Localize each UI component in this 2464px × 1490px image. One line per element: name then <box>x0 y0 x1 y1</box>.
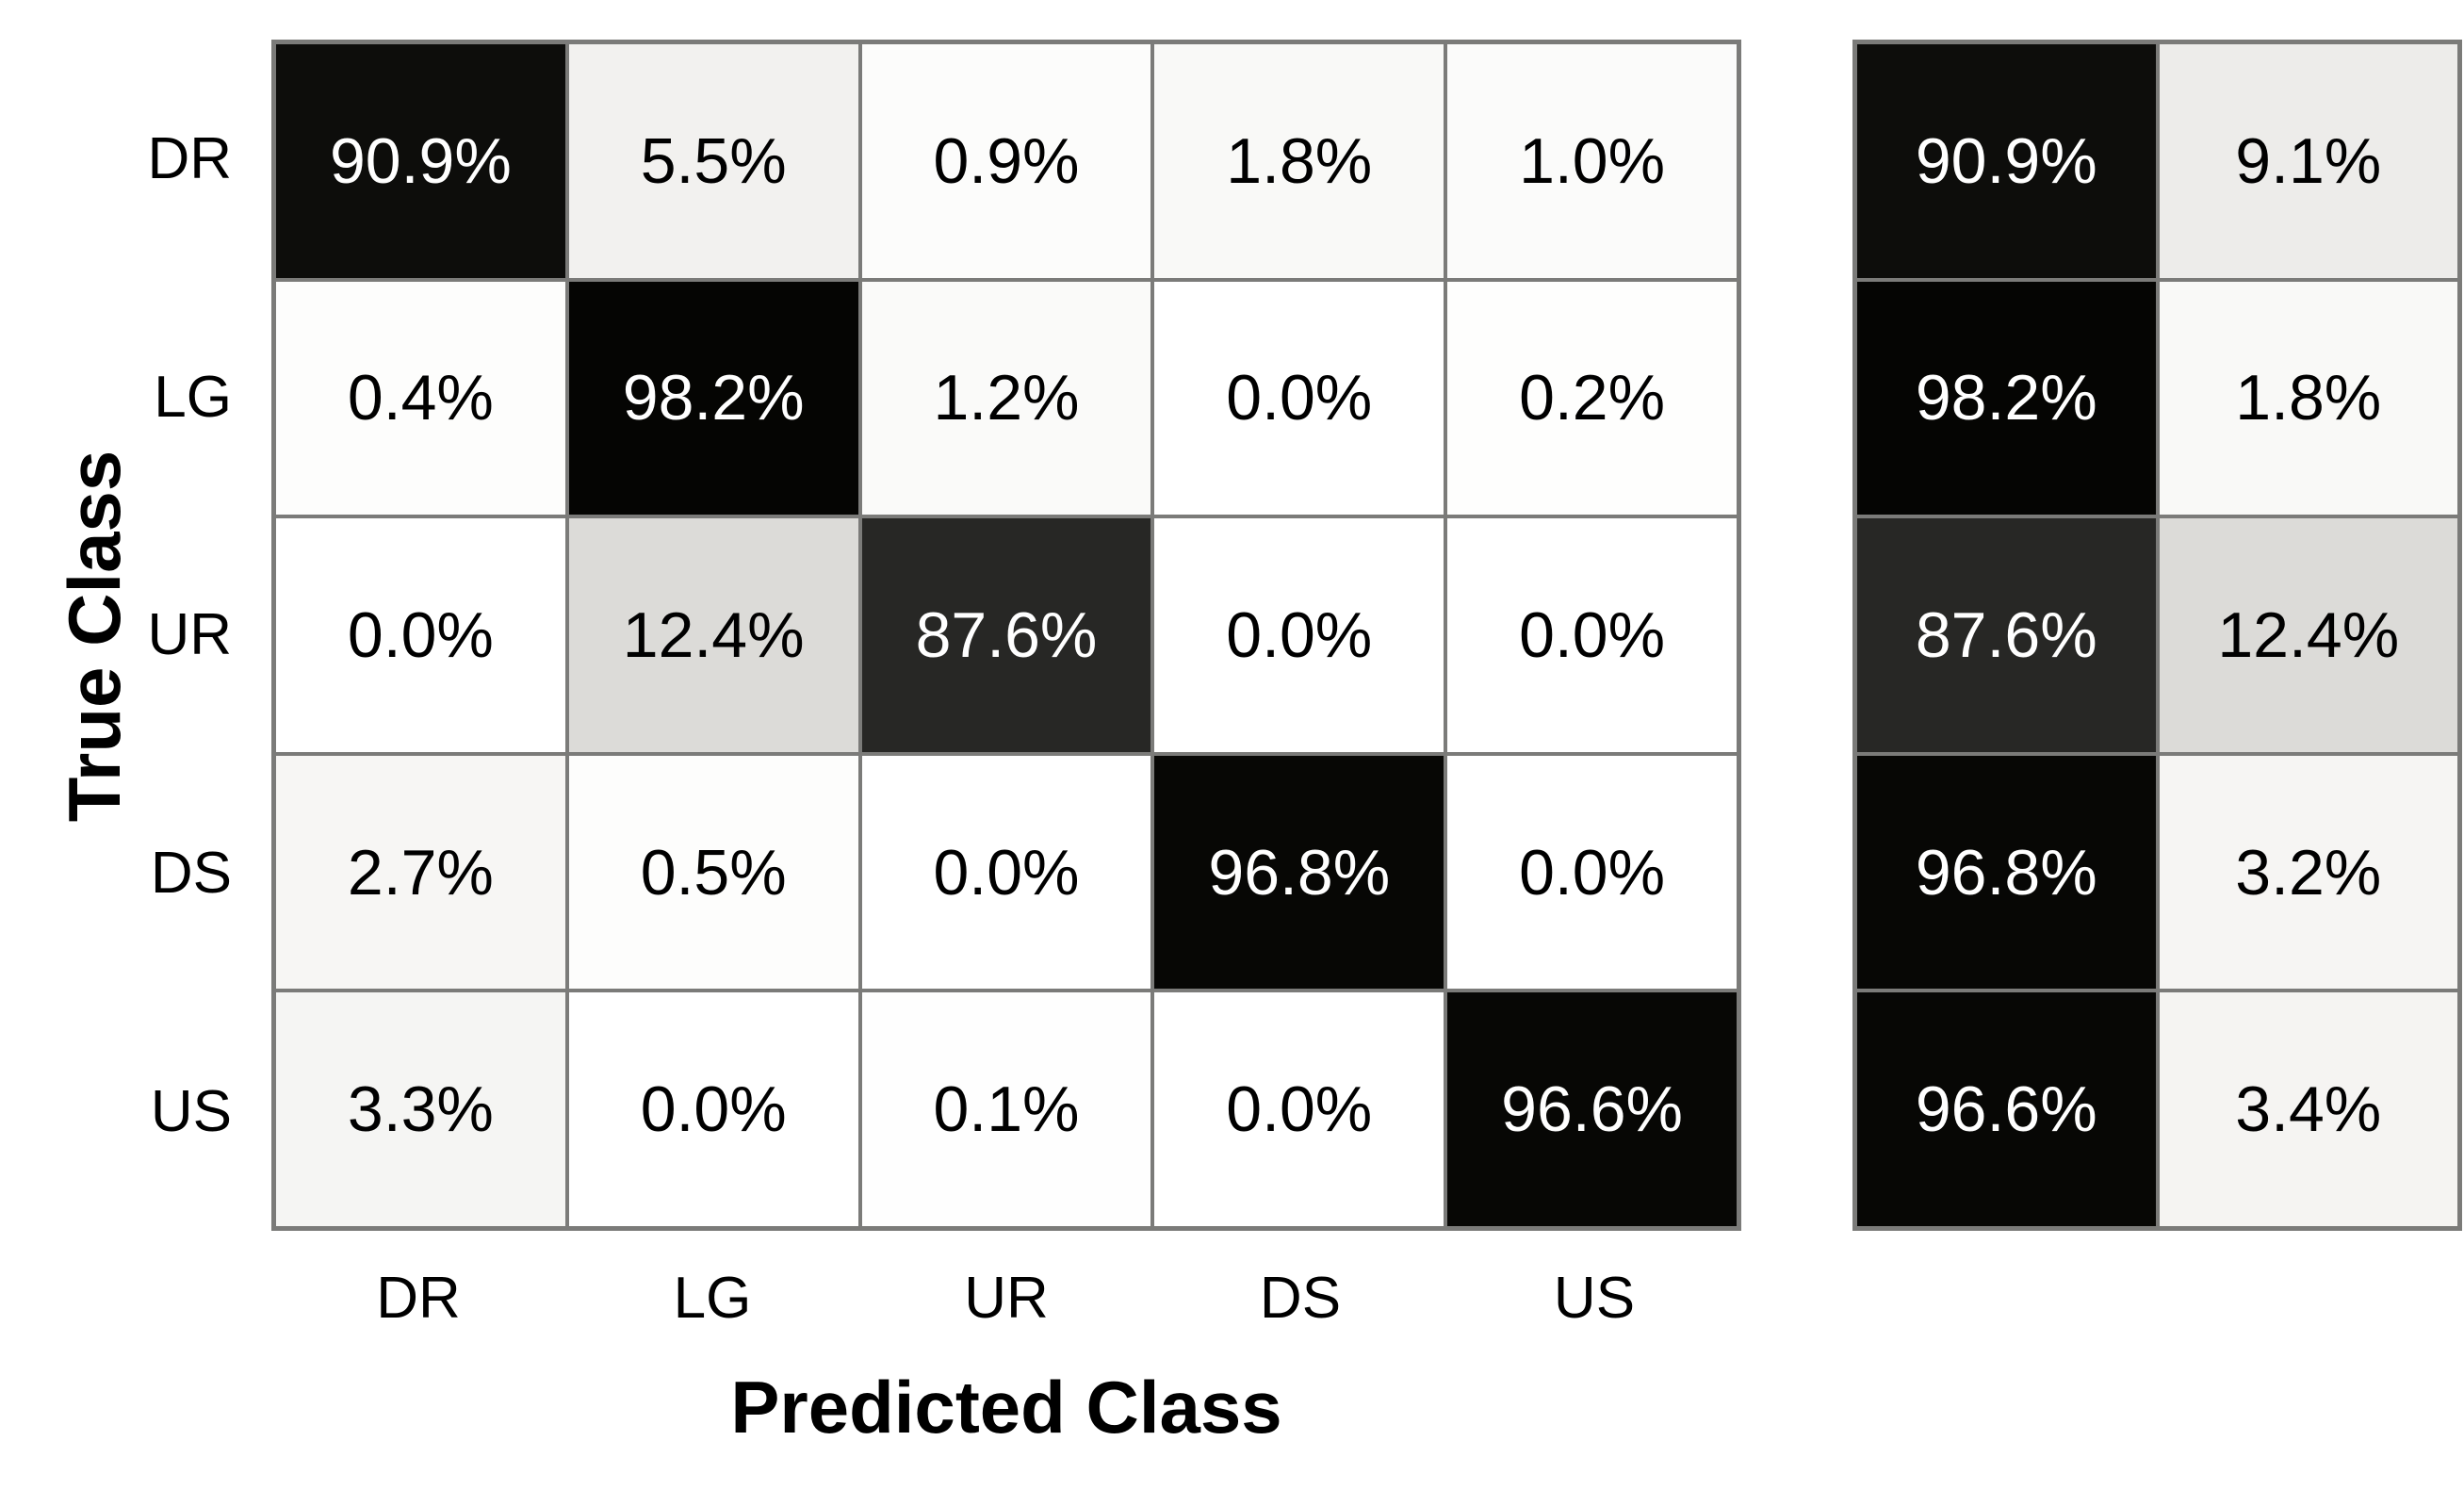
matrix-cell-DS-LG: 0.5% <box>568 755 858 990</box>
matrix-cell-US-DS: 0.0% <box>1154 992 1444 1226</box>
confusion-matrix-grid: 90.9% 5.5% 0.9% 1.8% 1.0% 0.4% 98.2% 1.2% 0.0% 0.… <box>271 40 1741 1231</box>
matrix-cell-DR-US: 1.0% <box>1447 44 1737 278</box>
matrix-cell-DS-DR: 2.7% <box>276 755 565 990</box>
row-tick-label-LG: LG <box>154 364 232 430</box>
row-summary-grid: 90.9% 9.1% 98.2% 1.8% 87.6% 12.4% 96.8% 3.2% 96.… <box>1852 40 2462 1231</box>
x-axis-label: Predicted Class <box>730 1366 1282 1449</box>
row-tick-label-DR: DR <box>147 125 232 191</box>
summary-cell-US-incorrect: 3.4% <box>2159 992 2457 1226</box>
col-tick-label-DR: DR <box>376 1266 461 1331</box>
summary-cell-LG-incorrect: 1.8% <box>2159 281 2457 516</box>
matrix-cell-DR-LG: 5.5% <box>568 44 858 278</box>
matrix-cell-UR-US: 0.0% <box>1447 518 1737 752</box>
col-tick-label-UR: UR <box>964 1266 1049 1331</box>
matrix-cell-US-LG: 0.0% <box>568 992 858 1226</box>
summary-cell-DS-incorrect: 3.2% <box>2159 755 2457 990</box>
matrix-cell-LG-DS: 0.0% <box>1154 281 1444 516</box>
matrix-cell-LG-DR: 0.4% <box>276 281 565 516</box>
matrix-cell-DS-UR: 0.0% <box>861 755 1151 990</box>
matrix-cell-US-DR: 3.3% <box>276 992 565 1226</box>
row-tick-label-US: US <box>150 1079 232 1145</box>
matrix-cell-DS-DS: 96.8% <box>1154 755 1444 990</box>
matrix-cell-DR-DS: 1.8% <box>1154 44 1444 278</box>
summary-cell-UR-correct: 87.6% <box>1857 518 2156 752</box>
matrix-cell-DS-US: 0.0% <box>1447 755 1737 990</box>
summary-cell-DR-correct: 90.9% <box>1857 44 2156 278</box>
row-tick-label-UR: UR <box>147 602 232 668</box>
summary-cell-DR-incorrect: 9.1% <box>2159 44 2457 278</box>
matrix-cell-DR-DR: 90.9% <box>276 44 565 278</box>
summary-cell-US-correct: 96.6% <box>1857 992 2156 1226</box>
matrix-cell-US-US: 96.6% <box>1447 992 1737 1226</box>
matrix-cell-LG-LG: 98.2% <box>568 281 858 516</box>
row-tick-label-DS: DS <box>150 841 232 907</box>
col-tick-label-DS: DS <box>1259 1266 1342 1331</box>
col-tick-label-US: US <box>1553 1266 1636 1331</box>
matrix-cell-US-UR: 0.1% <box>861 992 1151 1226</box>
summary-cell-DS-correct: 96.8% <box>1857 755 2156 990</box>
matrix-cell-UR-DR: 0.0% <box>276 518 565 752</box>
matrix-cell-LG-US: 0.2% <box>1447 281 1737 516</box>
col-tick-label-LG: LG <box>673 1266 752 1331</box>
row-tick-labels: DR LG UR DS US <box>0 40 271 1231</box>
summary-cell-LG-correct: 98.2% <box>1857 281 2156 516</box>
matrix-cell-UR-LG: 12.4% <box>568 518 858 752</box>
matrix-cell-DR-UR: 0.9% <box>861 44 1151 278</box>
matrix-cell-UR-UR: 87.6% <box>861 518 1151 752</box>
matrix-cell-UR-DS: 0.0% <box>1154 518 1444 752</box>
summary-cell-UR-incorrect: 12.4% <box>2159 518 2457 752</box>
col-tick-labels: DR LG UR DS US <box>271 1265 1741 1332</box>
matrix-cell-LG-UR: 1.2% <box>861 281 1151 516</box>
